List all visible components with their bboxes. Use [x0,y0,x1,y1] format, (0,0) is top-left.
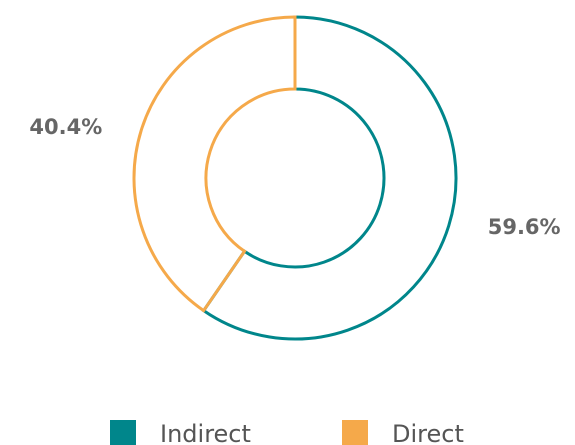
legend-swatch [110,420,136,445]
donut-segment [201,15,458,341]
legend-swatch [342,420,368,445]
value-label: 40.4% [29,115,102,139]
legend-label: Indirect [160,420,251,445]
donut-segment [132,15,297,313]
value-label: 59.6% [488,215,561,239]
legend-label: Direct [392,420,464,445]
